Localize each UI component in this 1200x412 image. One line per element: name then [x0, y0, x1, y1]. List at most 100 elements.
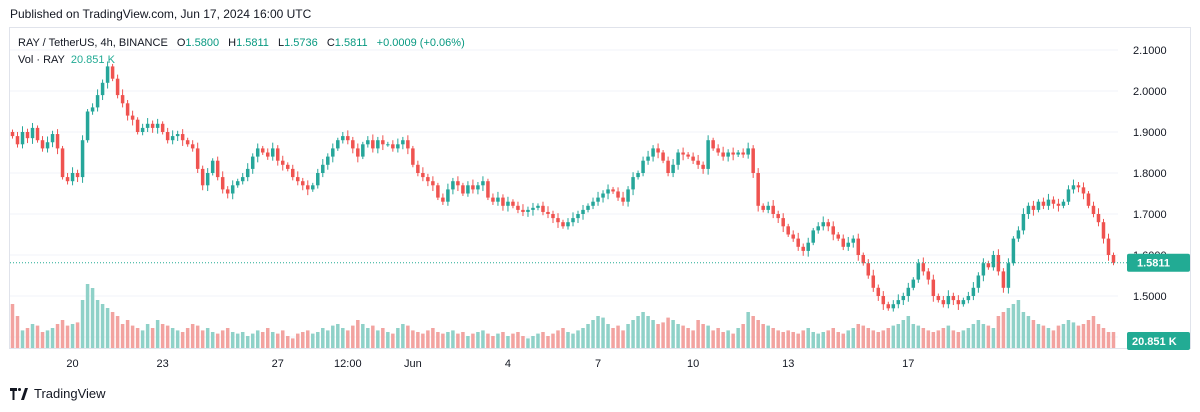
candle-body	[25, 132, 30, 139]
candle-body	[906, 287, 911, 296]
candle-body	[1056, 203, 1061, 206]
footer-brand-label: TradingView	[34, 386, 106, 401]
volume-bar	[726, 330, 730, 348]
volume-bar	[886, 328, 891, 348]
volume-bar	[566, 332, 570, 348]
candle-body	[966, 296, 971, 301]
candle-body	[265, 152, 270, 157]
volume-bar	[766, 325, 770, 348]
volume-bar	[741, 324, 745, 348]
volume-bar	[1031, 320, 1036, 348]
volume-bar	[791, 332, 795, 348]
volume-bar	[190, 324, 195, 348]
candle-body	[55, 134, 60, 149]
candle-body	[421, 173, 425, 178]
volume-bar	[15, 316, 20, 348]
volume-bar	[65, 325, 70, 348]
volume-bar	[381, 328, 385, 348]
volume-bar	[301, 332, 305, 348]
candle-body	[406, 140, 410, 149]
footer-brand[interactable]: TradingView	[10, 386, 106, 401]
volume-bar	[496, 333, 500, 348]
candle-body	[416, 164, 420, 173]
volume-bar	[591, 320, 595, 348]
candle-body	[951, 296, 956, 301]
candle-body	[781, 218, 785, 227]
candle-body	[566, 222, 570, 227]
volume-bar	[160, 324, 165, 348]
symbol-label[interactable]: RAY / TetherUS, 4h, BINANCE	[18, 37, 168, 49]
volume-bar	[921, 328, 926, 348]
candle-body	[331, 148, 335, 157]
volume-bar	[1096, 324, 1101, 348]
candle-body	[80, 140, 85, 178]
volume-bar	[616, 325, 620, 348]
candle-body	[796, 238, 800, 247]
volume-bar	[175, 330, 180, 348]
volume-bar	[556, 330, 560, 348]
volume-bar	[546, 336, 550, 348]
candle-body	[1021, 214, 1026, 231]
candle-body	[240, 177, 245, 182]
tradingview-logo-icon	[10, 387, 28, 400]
candle-body	[40, 140, 45, 149]
candle-body	[165, 132, 170, 141]
volume-bar	[30, 324, 35, 348]
volume-bar	[806, 328, 810, 348]
candle-body	[661, 152, 665, 161]
candle-body	[70, 173, 75, 182]
candle-body	[916, 263, 921, 280]
volume-bar	[1041, 325, 1046, 348]
candle-body	[841, 238, 846, 247]
volume-bar	[821, 332, 825, 348]
volume-bar	[651, 320, 655, 348]
candle-body	[1006, 263, 1011, 288]
last-price-tag	[1127, 253, 1190, 272]
volume-bar	[70, 324, 75, 348]
candle-body	[851, 238, 856, 243]
volume-bar	[996, 316, 1001, 348]
candle-body	[401, 140, 405, 145]
volume-bar	[501, 332, 505, 348]
volume-bar	[346, 330, 350, 348]
volume-label[interactable]: Vol · RAY	[18, 54, 65, 66]
volume-bar	[396, 328, 400, 348]
candle-body	[641, 160, 645, 173]
close-key: C	[326, 37, 335, 49]
volume-bar	[776, 330, 780, 348]
candle-body	[551, 214, 555, 219]
candle-body	[301, 181, 305, 186]
change-value: +0.0009 (+0.06%)	[376, 37, 465, 49]
candle-body	[190, 144, 195, 149]
candle-body	[776, 214, 780, 219]
volume-bar	[1001, 312, 1006, 348]
volume-value: 20.851 K	[70, 54, 115, 66]
candle-body	[746, 148, 750, 155]
candle-body	[160, 123, 165, 132]
candle-body	[1096, 214, 1101, 223]
candle-body	[511, 201, 515, 206]
candle-body	[806, 242, 810, 251]
candle-body	[1091, 205, 1096, 214]
volume-bar	[661, 322, 665, 348]
candle-body	[706, 140, 710, 169]
candle-body	[571, 218, 575, 223]
candle-body	[616, 191, 620, 198]
time-axis-label: 10	[687, 358, 699, 370]
price-axis-label: 2.0000	[1133, 86, 1167, 98]
volume-bar	[1091, 316, 1096, 348]
candle-body	[451, 181, 455, 190]
volume-bar	[641, 312, 645, 348]
volume-bar	[230, 332, 235, 348]
grid-layer	[10, 49, 1118, 338]
volume-bar	[856, 324, 861, 348]
candle-body	[150, 123, 155, 128]
candle-body	[911, 279, 916, 288]
volume-bar	[125, 320, 130, 348]
volume-bar	[145, 324, 150, 348]
candle-body	[205, 173, 210, 186]
volume-bar	[686, 328, 690, 348]
candle-body	[771, 205, 775, 214]
candle-body	[871, 275, 876, 288]
